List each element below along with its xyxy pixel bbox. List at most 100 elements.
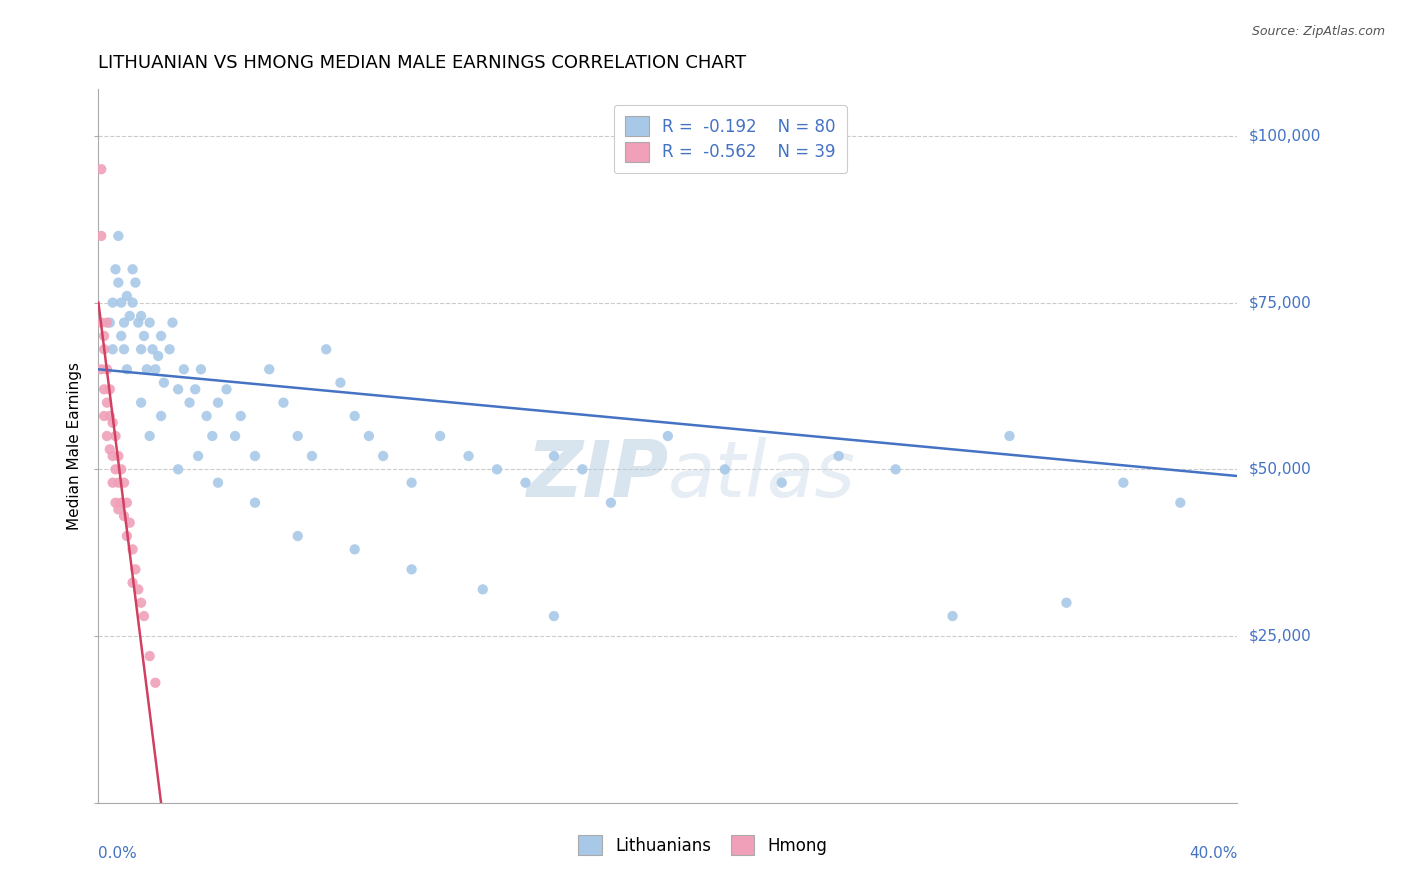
Point [121,575,143,590]
Text: $100,000: $100,000 [1249,128,1322,144]
Point [167,462,190,476]
Point [121,262,143,277]
Point [101,449,124,463]
Point [107,449,129,463]
Point [90,162,112,177]
Point [127,582,149,597]
Point [124,276,146,290]
Point [343,409,366,423]
Point [571,462,593,476]
Text: $50,000: $50,000 [1249,462,1312,477]
Point [150,409,173,423]
Point [121,542,143,557]
Legend: R =  -0.192    N = 80, R =  -0.562    N = 39: R = -0.192 N = 80, R = -0.562 N = 39 [614,104,848,173]
Point [714,462,737,476]
Point [515,475,537,490]
Point [159,343,181,357]
Point [373,449,395,463]
Point [207,475,229,490]
Point [315,343,337,357]
Point [101,343,124,357]
Point [124,562,146,576]
Point [101,295,124,310]
Point [93,329,115,343]
Y-axis label: Median Male Earnings: Median Male Earnings [67,362,83,530]
Point [828,449,851,463]
Point [93,382,115,396]
Text: 40.0%: 40.0% [1189,847,1237,861]
Point [129,309,152,323]
Point [98,442,121,457]
Point [107,475,129,490]
Point [486,462,509,476]
Point [167,382,190,396]
Point [195,409,218,423]
Point [101,416,124,430]
Point [115,529,138,543]
Point [96,395,118,409]
Point [98,409,121,423]
Point [657,429,679,443]
Legend: Lithuanians, Hmong: Lithuanians, Hmong [572,829,834,862]
Point [112,343,135,357]
Point [179,395,201,409]
Point [998,429,1021,443]
Point [138,316,160,330]
Point [115,496,138,510]
Point [457,449,479,463]
Point [173,362,195,376]
Text: ZIP: ZIP [526,436,668,513]
Point [201,429,224,443]
Point [141,343,163,357]
Point [153,376,176,390]
Point [301,449,323,463]
Point [129,395,152,409]
Point [287,429,309,443]
Point [357,429,380,443]
Point [121,295,143,310]
Point [148,349,170,363]
Point [343,542,366,557]
Point [401,475,423,490]
Point [884,462,907,476]
Point [107,228,129,243]
Point [138,649,160,664]
Point [112,316,135,330]
Point [93,343,115,357]
Point [98,382,121,396]
Point [90,228,112,243]
Point [207,395,229,409]
Point [770,475,793,490]
Point [118,516,141,530]
Point [471,582,494,597]
Point [101,475,124,490]
Point [110,462,132,476]
Point [150,329,173,343]
Point [145,675,167,690]
Point [96,316,118,330]
Point [215,382,238,396]
Text: Source: ZipAtlas.com: Source: ZipAtlas.com [1251,25,1385,38]
Point [132,609,155,624]
Point [287,529,309,543]
Point [104,429,127,443]
Point [118,309,141,323]
Point [107,502,129,516]
Point [129,343,152,357]
Point [243,449,266,463]
Point [90,316,112,330]
Point [110,295,132,310]
Point [1112,475,1135,490]
Point [104,262,127,277]
Point [162,316,184,330]
Text: 0.0%: 0.0% [98,847,138,861]
Point [115,289,138,303]
Point [135,362,157,376]
Point [98,316,121,330]
Point [259,362,281,376]
Point [429,429,451,443]
Point [96,362,118,376]
Point [112,475,135,490]
Point [93,409,115,423]
Point [243,496,266,510]
